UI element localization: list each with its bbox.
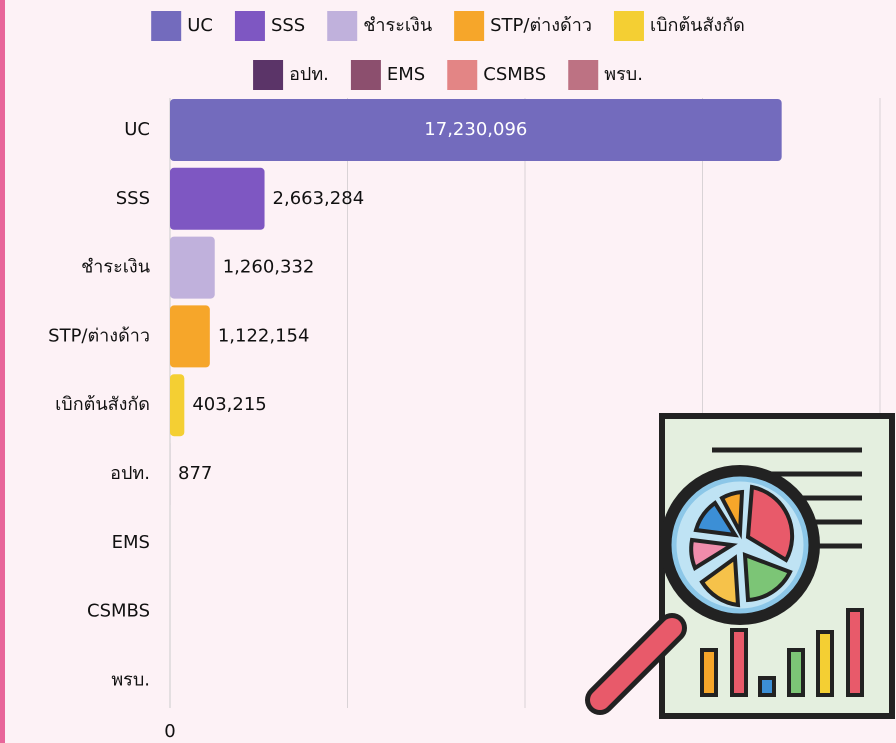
bar bbox=[170, 305, 210, 368]
data-label: 877 bbox=[178, 463, 212, 484]
y-tick-label: UC bbox=[124, 119, 150, 140]
legend-item: STP/ต่างด้าว bbox=[454, 11, 592, 41]
legend-item: พรบ. bbox=[568, 60, 643, 90]
bar bbox=[170, 99, 782, 161]
bar bbox=[170, 236, 215, 299]
legend-swatch bbox=[454, 11, 485, 41]
legend-label: CSMBS bbox=[483, 64, 546, 85]
legend-label: SSS bbox=[271, 15, 305, 36]
legend-item: UC bbox=[151, 11, 213, 41]
legend-label: STP/ต่างด้าว bbox=[490, 15, 592, 36]
legend-item: EMS bbox=[350, 60, 425, 90]
legend-item: CSMBS bbox=[447, 60, 546, 90]
y-tick-label: STP/ต่างด้าว bbox=[48, 325, 150, 346]
y-tick-label: ชำระเงิน bbox=[81, 257, 150, 278]
bar bbox=[170, 374, 185, 437]
legend-swatch bbox=[350, 60, 381, 90]
data-label: 1,260,332 bbox=[223, 257, 315, 278]
bar bbox=[170, 167, 265, 230]
legend-swatch bbox=[253, 60, 284, 90]
legend-label: EMS bbox=[387, 64, 425, 85]
legend-label: UC bbox=[187, 15, 213, 36]
x-tick-label: 0 bbox=[164, 721, 175, 742]
y-tick-label: EMS bbox=[112, 532, 150, 553]
y-tick-label: อปท. bbox=[110, 463, 150, 484]
legend-label: พรบ. bbox=[604, 64, 643, 85]
legend-label: เบิกต้นสังกัด bbox=[650, 15, 745, 36]
legend-item: อปท. bbox=[253, 60, 329, 90]
y-tick-label: CSMBS bbox=[87, 601, 150, 622]
data-label: 17,230,096 bbox=[424, 119, 527, 140]
legend-swatch bbox=[568, 60, 599, 90]
y-tick-label: SSS bbox=[116, 188, 150, 209]
legend-swatch bbox=[447, 60, 478, 90]
legend-swatch bbox=[327, 11, 358, 41]
legend-swatch bbox=[234, 11, 265, 41]
y-tick-label: พรบ. bbox=[111, 669, 150, 690]
legend-item: เบิกต้นสังกัด bbox=[613, 11, 745, 41]
y-tick-label: เบิกต้นสังกัด bbox=[55, 394, 150, 415]
legend: UC SSS ชำระเงิน STP/ต่างด้าว เบิกต้นสังกัดอป… bbox=[151, 11, 745, 90]
legend-label: ชำระเงิน bbox=[363, 15, 432, 36]
legend-swatch bbox=[151, 11, 182, 41]
data-label: 1,122,154 bbox=[218, 325, 310, 346]
legend-item: ชำระเงิน bbox=[327, 11, 432, 41]
data-label: 403,215 bbox=[192, 394, 266, 415]
data-label: 2,663,284 bbox=[273, 188, 365, 209]
left-border bbox=[0, 0, 5, 743]
legend-item: SSS bbox=[234, 11, 305, 41]
legend-label: อปท. bbox=[289, 64, 329, 85]
illustration bbox=[585, 413, 895, 719]
legend-swatch bbox=[613, 11, 644, 41]
